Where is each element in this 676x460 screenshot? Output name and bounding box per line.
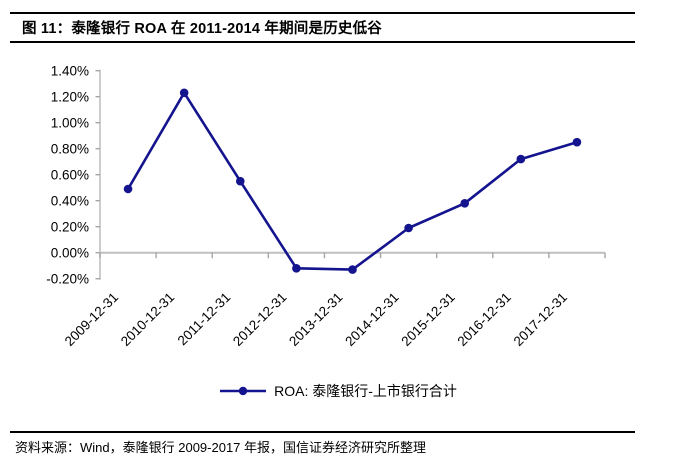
svg-text:1.40%: 1.40% xyxy=(51,63,89,78)
svg-text:2013-12-31: 2013-12-31 xyxy=(286,290,345,349)
chart-legend: ROA: 泰隆银行-上市银行合计 xyxy=(0,381,676,401)
title-bottom-rule xyxy=(10,41,635,43)
svg-text:2010-12-31: 2010-12-31 xyxy=(118,290,177,349)
svg-text:1.00%: 1.00% xyxy=(51,115,89,130)
svg-text:0.80%: 0.80% xyxy=(51,141,89,156)
source-note: 资料来源：Wind，泰隆银行 2009-2017 年报，国信证券经济研究所整理 xyxy=(15,440,427,455)
figure-title: 图 11：泰隆银行 ROA 在 2011-2014 年期间是历史低谷 xyxy=(22,21,382,37)
svg-text:2015-12-31: 2015-12-31 xyxy=(398,290,457,349)
svg-text:0.00%: 0.00% xyxy=(51,245,89,260)
title-top-rule xyxy=(10,12,635,14)
legend-label: ROA: 泰隆银行-上市银行合计 xyxy=(274,383,457,399)
roa-line-chart: 1.40% 1.20% 1.00% 0.80% 0.60% 0.40% 0.20% 0.00%… xyxy=(46,63,606,349)
svg-text:-0.20%: -0.20% xyxy=(46,271,89,286)
footer-rule xyxy=(10,431,635,433)
svg-text:2017-12-31: 2017-12-31 xyxy=(511,290,570,349)
svg-text:2011-12-31: 2011-12-31 xyxy=(175,290,234,349)
svg-text:2014-12-31: 2014-12-31 xyxy=(342,290,401,349)
svg-text:1.20%: 1.20% xyxy=(51,89,89,104)
svg-text:0.60%: 0.60% xyxy=(51,167,89,182)
svg-text:0.40%: 0.40% xyxy=(51,193,89,208)
svg-text:2016-12-31: 2016-12-31 xyxy=(455,290,514,349)
legend-line-marker-icon xyxy=(220,386,267,396)
svg-text:2009-12-31: 2009-12-31 xyxy=(62,290,121,349)
svg-text:2012-12-31: 2012-12-31 xyxy=(230,290,289,349)
svg-text:0.20%: 0.20% xyxy=(51,219,89,234)
